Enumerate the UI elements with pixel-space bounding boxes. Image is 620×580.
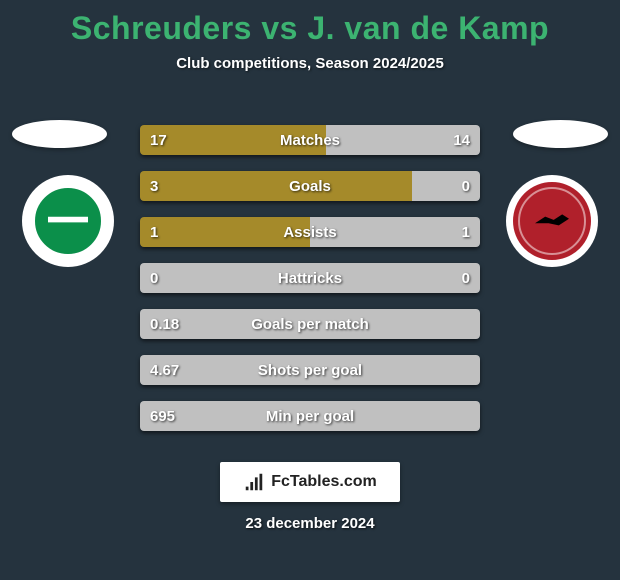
stat-value-right: 1 [462, 217, 470, 247]
site-logo-panel: FcTables.com [220, 462, 400, 502]
stat-value-right: 0 [462, 263, 470, 293]
avatar-placeholder-left [12, 120, 107, 148]
stat-row: 3Goals0 [140, 171, 480, 201]
stat-label: Min per goal [140, 401, 480, 431]
page-title: Schreuders vs J. van de Kamp [0, 10, 620, 47]
stat-label: Matches [140, 125, 480, 155]
stat-label: Shots per goal [140, 355, 480, 385]
stat-row: 695Min per goal [140, 401, 480, 431]
avatar-placeholder-right [513, 120, 608, 148]
stat-label: Hattricks [140, 263, 480, 293]
bars-icon [243, 471, 265, 493]
club-badge-right-inner [510, 179, 594, 263]
stat-value-right: 0 [462, 171, 470, 201]
comparison-card: Schreuders vs J. van de Kamp Club compet… [0, 0, 620, 580]
stat-bars: 17Matches143Goals01Assists10Hattricks00.… [140, 125, 480, 447]
stat-row: 0.18Goals per match [140, 309, 480, 339]
stat-label: Goals per match [140, 309, 480, 339]
stat-row: 17Matches14 [140, 125, 480, 155]
club-badge-left-inner [32, 185, 104, 257]
stat-row: 4.67Shots per goal [140, 355, 480, 385]
footer-date: 23 december 2024 [0, 515, 620, 532]
stat-label: Goals [140, 171, 480, 201]
stat-value-right: 14 [453, 125, 470, 155]
club-badge-right [506, 175, 598, 267]
site-name: FcTables.com [271, 473, 377, 491]
stat-label: Assists [140, 217, 480, 247]
club-badge-left [22, 175, 114, 267]
stat-row: 1Assists1 [140, 217, 480, 247]
stat-row: 0Hattricks0 [140, 263, 480, 293]
subtitle: Club competitions, Season 2024/2025 [0, 55, 620, 72]
